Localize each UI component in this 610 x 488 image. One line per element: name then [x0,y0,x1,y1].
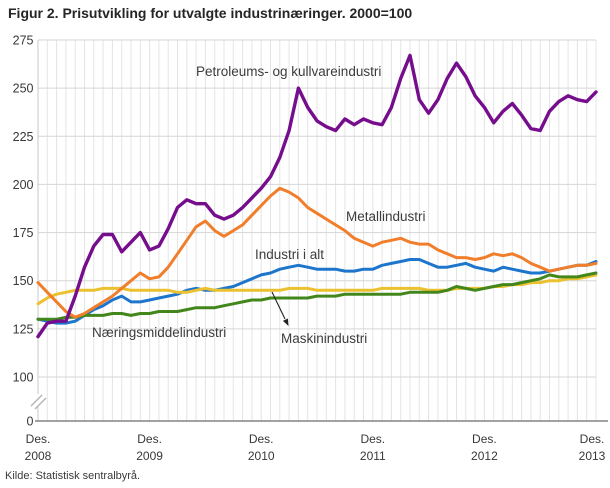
series-line-3 [36,271,598,321]
series-line-4 [36,273,598,306]
x-tick-label-year: 2012 [471,449,498,463]
x-tick-label-year: 2009 [136,449,163,463]
y-tick-label: 0 [27,415,34,429]
x-tick-label-year: 2010 [248,449,275,463]
series-label-1: Metallindustri [346,209,426,224]
axis-break-mark [30,394,43,407]
y-tick-label: 225 [13,130,34,144]
axis-break-mark [34,397,47,410]
x-tick-label-month: Des. [472,432,497,446]
x-tick-label-month: Des. [360,432,385,446]
source-credit: Kilde: Statistisk sentralbyrå. [5,470,141,482]
series-line-1 [36,186,598,319]
series-label-3: Næringsmiddelindustri [92,325,227,340]
y-tick-label: 175 [13,226,34,240]
series-label-2: Industri i alt [255,247,325,262]
y-tick-label: 100 [13,371,34,385]
y-tick-label: 125 [13,322,34,336]
x-tick-label-year: 2008 [25,449,52,463]
y-tick-label: 275 [13,34,34,48]
series-label-0: Petroleums- og kullvareindustri [196,64,382,79]
x-tick-label-year: 2013 [579,449,606,463]
series-line-0 [36,53,598,339]
figure-title: Figur 2. Prisutvikling for utvalgte indu… [8,5,413,21]
y-tick-label: 200 [13,178,34,192]
y-tick-label: 250 [13,82,34,96]
series-line-2 [36,258,598,325]
x-tick-label-year: 2011 [360,449,386,463]
x-tick-label-month: Des. [580,432,605,446]
x-tick-label-month: Des. [249,432,274,446]
series-label-4: Maskinindustri [281,331,368,346]
x-tick-label-month: Des. [26,432,51,446]
maskinindustri-arrowhead [282,318,289,326]
maskinindustri-arrow [271,291,286,320]
y-tick-label: 150 [13,274,34,288]
x-tick-label-month: Des. [137,432,162,446]
